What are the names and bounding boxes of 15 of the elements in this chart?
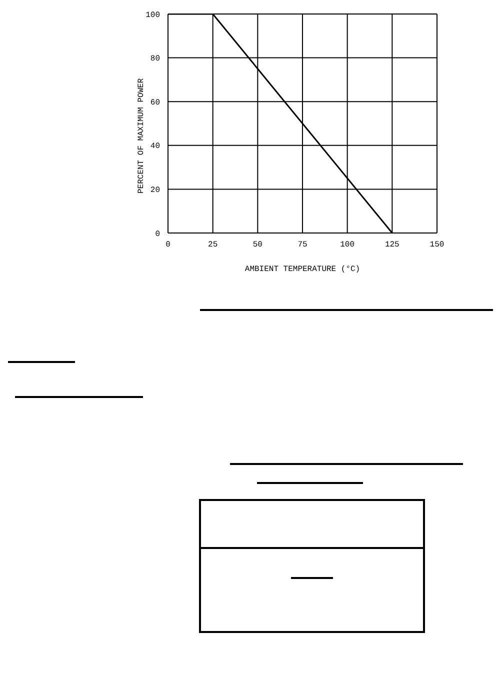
y-tick-label: 60 [150, 98, 160, 108]
y-tick-label: 0 [155, 230, 160, 239]
x-tick-label: 75 [298, 240, 308, 250]
x-tick-label: 125 [384, 240, 400, 250]
x-tick-label: 50 [252, 240, 263, 250]
x-tick-label: 0 [166, 240, 171, 250]
y-tick-label: 40 [150, 142, 160, 152]
x-tick-label: 25 [208, 240, 218, 250]
x-axis-title: AMBIENT TEMPERATURE (°C) [244, 265, 360, 274]
x-tick-label: 100 [340, 240, 355, 250]
y-tick-label: 100 [146, 10, 160, 20]
x-tick-label: 150 [430, 240, 444, 250]
y-tick-label: 20 [150, 186, 160, 196]
y-tick-label: 80 [150, 54, 160, 64]
y-axis-title: PERCENT OF MAXIMUM POWER [136, 78, 146, 194]
